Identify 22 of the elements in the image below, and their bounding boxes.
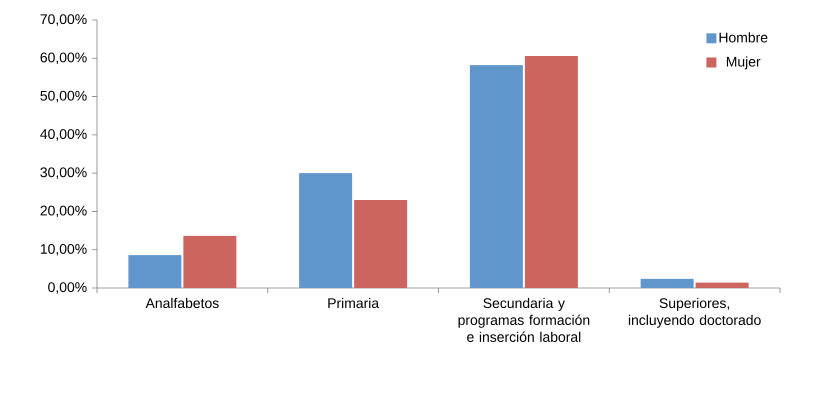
y-tick-label: 0,00% xyxy=(48,282,87,294)
bar xyxy=(354,200,408,288)
x-tick-label: Analfabetos xyxy=(146,298,219,308)
x-tick-label: Primaria xyxy=(328,298,380,308)
y-tick-label: 30,00% xyxy=(40,167,87,179)
bar xyxy=(128,255,182,288)
y-tick-label: 10,00% xyxy=(40,244,87,256)
y-tick-label: 60,00% xyxy=(40,52,87,64)
bar xyxy=(640,278,694,288)
x-tick-label: Secundaria y programas formación e inserción laboral xyxy=(458,298,590,342)
y-tick-label: 50,00% xyxy=(40,90,87,102)
legend-label: Hombre xyxy=(720,32,768,42)
legend-label: Mujer xyxy=(726,56,760,70)
bar xyxy=(524,56,578,288)
bar xyxy=(470,65,523,288)
bar xyxy=(696,282,749,288)
y-tick-label: 70,00% xyxy=(40,14,87,26)
bar xyxy=(183,236,236,288)
bar xyxy=(299,173,352,288)
y-tick-label: 40,00% xyxy=(40,129,87,141)
y-tick-label: 20,00% xyxy=(40,206,87,218)
x-tick-label: Superiores, incluyendo doctorado xyxy=(628,298,761,328)
